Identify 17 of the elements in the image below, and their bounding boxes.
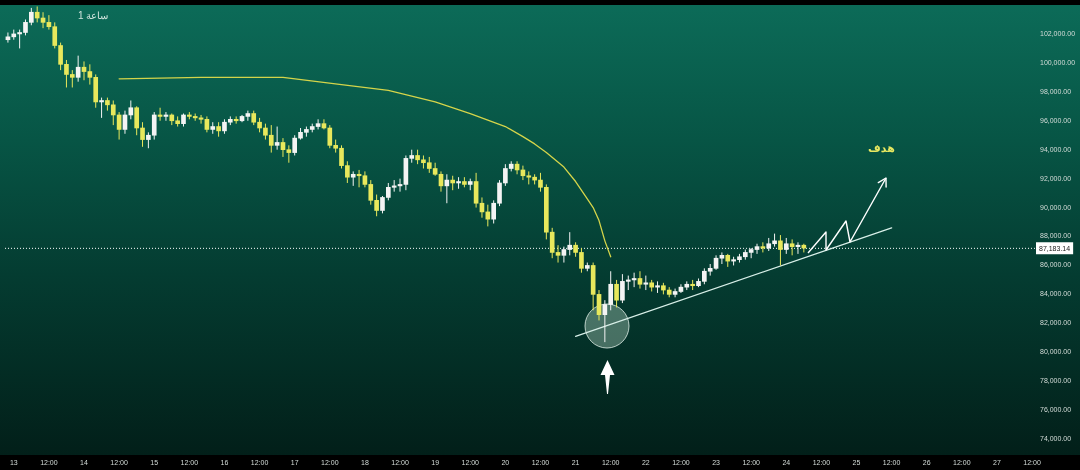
- candlestick: [754, 243, 760, 255]
- candlestick: [245, 110, 251, 122]
- candlestick: [614, 279, 619, 308]
- candlestick: [789, 238, 795, 256]
- candlestick: [134, 105, 140, 136]
- candlestick: [99, 97, 104, 119]
- candlestick: [292, 134, 298, 156]
- candlestick: [110, 100, 116, 126]
- text: 1 ساعة: [78, 10, 109, 21]
- candlestick: [274, 126, 280, 151]
- candlestick: [485, 204, 491, 227]
- candlestick: [719, 251, 725, 265]
- candlestick: [637, 270, 643, 290]
- annotation: هدف: [868, 142, 895, 155]
- candlestick: [140, 121, 145, 148]
- candlestick: [128, 100, 134, 120]
- candlestick: [778, 234, 783, 266]
